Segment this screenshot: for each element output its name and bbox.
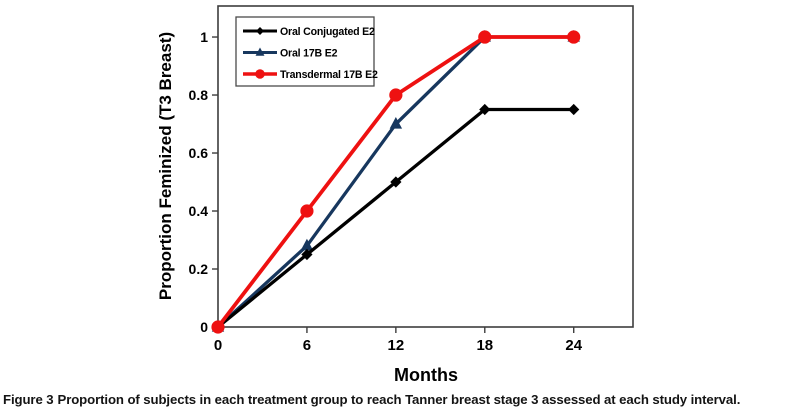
legend-label-oral-17b-e2: Oral 17B E2 — [280, 47, 338, 59]
series-line-oral-conjugated-e2 — [216, 107, 576, 329]
y-tick-label: 0.6 — [189, 145, 209, 161]
x-tick-label: 12 — [388, 337, 405, 354]
axis-ticks-layer: 0 0.2 0.4 0.6 0.8 1 0 6 12 18 24 — [189, 29, 583, 354]
legend-marker-oral-17b-e2 — [255, 47, 265, 56]
x-axis-title: Months — [394, 365, 458, 385]
figure-caption: Figure 3 Proportion of subjects in each t… — [3, 392, 793, 408]
figure-caption-text: Proportion of subjects in each treatment… — [57, 392, 741, 407]
x-tick-label: 6 — [303, 337, 311, 354]
x-tick-label: 18 — [476, 337, 493, 354]
chart-area: 0 0.2 0.4 0.6 0.8 1 0 6 12 18 24 Oral Conjugated E… — [156, 5, 634, 385]
y-tick-label: 1 — [200, 29, 208, 45]
data-point-transdermal-17b-e2-18mo — [478, 30, 492, 44]
y-tick-label: 0 — [200, 319, 208, 335]
legend: Oral Conjugated E2 Oral 17B E2 Transdermal… — [235, 16, 378, 87]
plot-frame-layer — [217, 5, 634, 328]
data-series-layer — [211, 30, 581, 334]
legend-item-oral-17b-e2: Oral 17B E2 — [243, 47, 338, 59]
y-tick-label: 0.8 — [189, 87, 209, 103]
series-oral-conjugated-e2 — [212, 103, 580, 333]
x-tick-label: 0 — [214, 337, 222, 354]
y-tick-label: 0.2 — [189, 261, 209, 277]
data-point-oral-17b-e2-6mo — [300, 238, 314, 251]
y-axis-title: Proportion Feminized (T3 Breast) — [156, 32, 175, 300]
data-point-oral-conjugated-e2-18mo — [479, 103, 491, 116]
figure-caption-label: Figure 3 — [3, 392, 54, 407]
data-point-oral-conjugated-e2-12mo — [390, 176, 402, 188]
legend-label-oral-conjugated-e2: Oral Conjugated E2 — [280, 26, 375, 38]
x-tick-label: 24 — [565, 337, 582, 354]
data-point-transdermal-17b-e2-0mo — [211, 320, 225, 334]
legend-item-transdermal-17b-e2: Transdermal 17B E2 — [243, 69, 378, 81]
y-tick-label: 0.4 — [189, 203, 209, 219]
plot-frame — [217, 5, 634, 328]
data-point-transdermal-17b-e2-24mo — [567, 30, 581, 44]
feminization-line-chart: 0 0.2 0.4 0.6 0.8 1 0 6 12 18 24 Oral Conjugated E… — [156, 5, 634, 385]
legend-label-transdermal-17b-e2: Transdermal 17B E2 — [280, 69, 378, 81]
legend-marker-transdermal-17b-e2 — [255, 69, 265, 79]
data-point-transdermal-17b-e2-6mo — [300, 204, 314, 218]
data-point-oral-17b-e2-12mo — [389, 117, 403, 129]
legend-item-oral-conjugated-e2: Oral Conjugated E2 — [243, 26, 375, 38]
data-point-oral-conjugated-e2-24mo — [568, 103, 580, 116]
data-point-transdermal-17b-e2-12mo — [389, 88, 403, 102]
data-point-oral-conjugated-e2-6mo — [301, 248, 313, 261]
legend-marker-oral-conjugated-e2 — [255, 26, 265, 36]
series-transdermal-17b-e2 — [211, 30, 581, 334]
